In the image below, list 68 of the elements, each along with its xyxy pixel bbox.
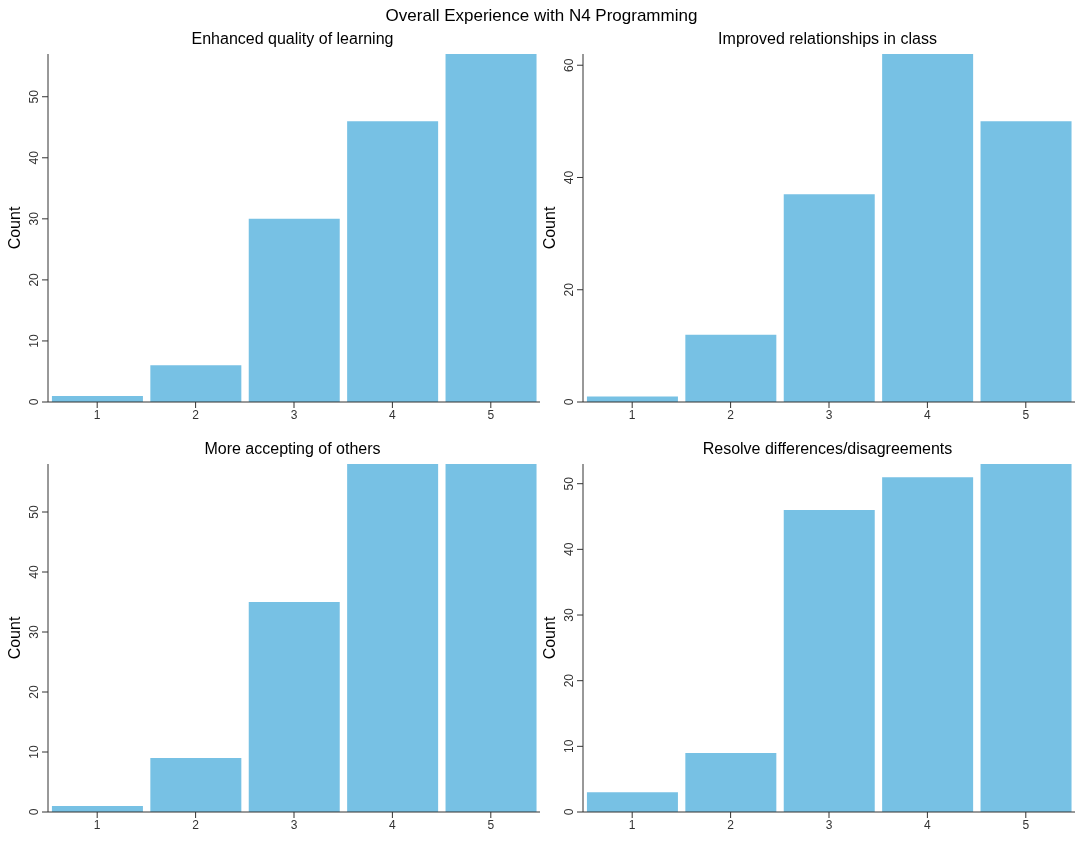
bar: [882, 477, 974, 812]
bar: [445, 54, 537, 402]
x-tick-label: 1: [93, 817, 101, 832]
y-tick-label: 30: [562, 608, 576, 622]
bar: [783, 194, 875, 402]
x-tick-label: 1: [628, 817, 636, 832]
x-tick-label: 3: [825, 407, 833, 422]
chart-title: More accepting of others: [203, 440, 382, 458]
y-tick-label: 0: [27, 398, 41, 406]
y-tick-label: 50: [27, 89, 41, 104]
y-tick-label: 10: [27, 745, 41, 759]
bar: [980, 121, 1072, 402]
y-tick-label: 10: [562, 739, 576, 754]
x-tick-label: 3: [290, 407, 298, 422]
y-tick-label: 40: [562, 542, 576, 557]
x-tick-label: 4: [389, 817, 397, 832]
y-tick-label: 50: [562, 476, 576, 491]
y-axis-title: Count: [5, 206, 23, 250]
x-tick-label: 5: [487, 407, 495, 422]
text: Overall Experience with N4 Programming: [384, 6, 699, 26]
x-tick-label: 3: [290, 817, 298, 832]
y-tick-label: 10: [27, 333, 41, 348]
y-tick-label: 20: [27, 272, 41, 287]
y-tick-label: 40: [562, 170, 576, 185]
x-tick-label: 5: [1022, 817, 1030, 832]
x-tick-label: 2: [727, 407, 735, 422]
x-tick-label: 1: [628, 407, 636, 422]
bar: [347, 121, 439, 402]
y-axis-title: Count: [540, 206, 558, 250]
bar: [685, 334, 777, 402]
x-tick-label: 4: [924, 407, 932, 422]
bar: [685, 752, 777, 812]
bar: [882, 54, 974, 402]
y-tick-label: 40: [27, 150, 41, 165]
x-tick-label: 2: [192, 817, 200, 832]
x-tick-label: 4: [389, 407, 397, 422]
bar: [150, 365, 242, 402]
chart-title: Resolve differences/disagreements: [701, 440, 954, 458]
bar: [783, 509, 875, 812]
y-tick-label: 30: [27, 625, 41, 639]
x-tick-label: 5: [1022, 407, 1030, 422]
y-tick-label: 20: [562, 673, 576, 688]
x-tick-label: 2: [192, 407, 200, 422]
bar: [248, 602, 340, 812]
x-tick-label: 4: [924, 817, 932, 832]
chart-title: Enhanced quality of learning: [190, 30, 395, 48]
x-tick-label: 1: [93, 407, 101, 422]
y-tick-label: 0: [27, 808, 41, 816]
x-tick-label: 5: [487, 817, 495, 832]
x-tick-label: 2: [727, 817, 735, 832]
bar: [150, 758, 242, 812]
bar: [248, 218, 340, 402]
x-tick-label: 3: [825, 817, 833, 832]
y-tick-label: 0: [562, 808, 576, 816]
bar: [980, 464, 1072, 812]
y-tick-label: 20: [562, 282, 576, 297]
bar: [445, 464, 537, 812]
y-tick-label: 60: [562, 58, 576, 72]
chart-title: Improved relationships in class: [717, 30, 938, 48]
y-axis-title: Count: [5, 616, 23, 660]
y-tick-label: 20: [27, 685, 41, 699]
y-axis-title: Count: [540, 616, 558, 660]
y-tick-label: 30: [27, 211, 41, 226]
y-tick-label: 50: [27, 505, 41, 519]
y-tick-label: 40: [27, 565, 41, 579]
bar: [586, 792, 678, 812]
y-tick-label: 0: [562, 398, 576, 406]
bar: [347, 464, 439, 812]
